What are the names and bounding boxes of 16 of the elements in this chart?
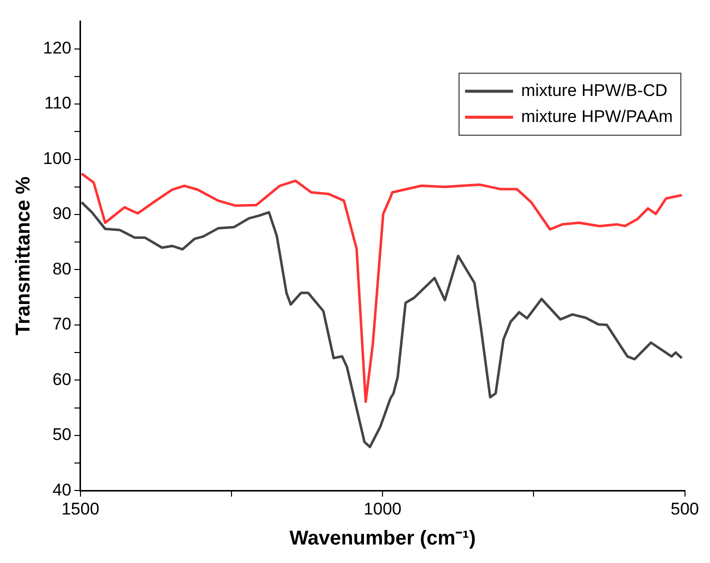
x-tick-label: 1000: [364, 499, 402, 518]
y-axis-title: Transmittance %: [12, 176, 35, 336]
y-tick-label: 60: [52, 370, 72, 389]
x-tick-label: 500: [670, 499, 700, 518]
legend-label: mixture HPW/PAAm: [521, 106, 673, 126]
y-tick-label: 50: [52, 425, 72, 444]
y-tick-label: 100: [42, 148, 72, 168]
x-tick-label: 1500: [61, 499, 100, 518]
y-tick-label: 40: [52, 480, 72, 500]
y-tick-label: 110: [44, 94, 72, 113]
y-tick-label: 90: [52, 204, 72, 224]
y-tick-label: 80: [52, 259, 72, 278]
x-axis-title: Wavenumber (cm⁻¹): [289, 528, 476, 550]
y-tick-label: 70: [52, 314, 72, 334]
legend-label: mixture HPW/B-CD: [521, 80, 668, 100]
y-tick-label: 120: [42, 38, 72, 58]
